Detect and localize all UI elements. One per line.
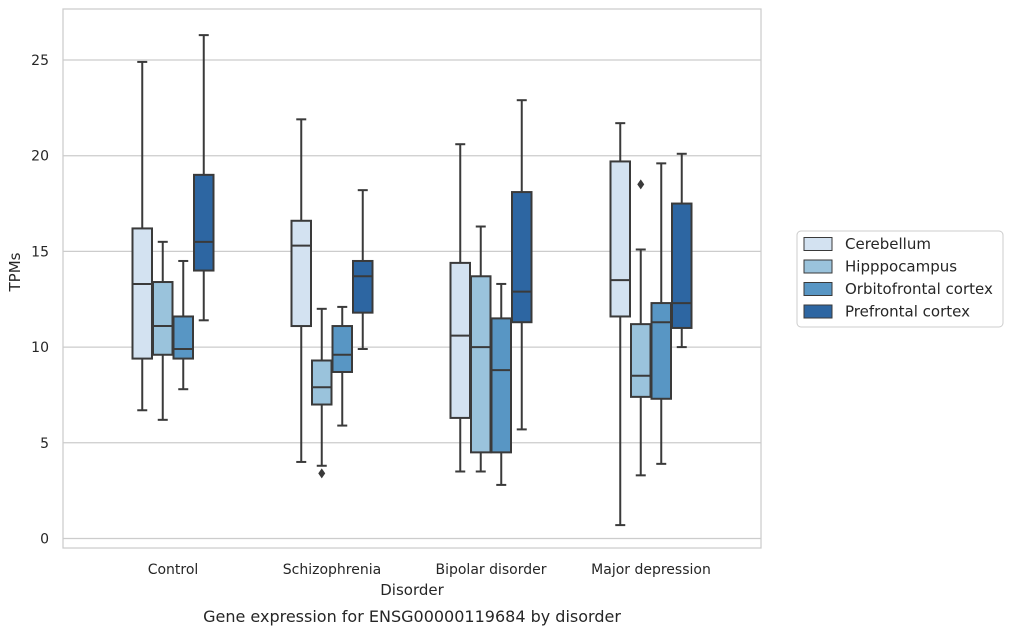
box-iqr xyxy=(630,323,652,398)
y-axis-label: TPMs xyxy=(6,252,24,292)
box-0-1 xyxy=(290,118,312,463)
box-iqr xyxy=(193,173,215,272)
box-0-2 xyxy=(449,143,471,473)
box-3-3 xyxy=(671,152,693,349)
x-tick-label: Schizophrenia xyxy=(283,562,381,578)
y-tick-label: 5 xyxy=(40,436,49,452)
box-2-1 xyxy=(331,305,353,427)
box-0-0 xyxy=(131,60,153,412)
box-iqr xyxy=(131,227,153,360)
box-iqr xyxy=(650,302,672,400)
box-iqr xyxy=(331,325,353,373)
y-axis-ticks: 0 5 10 15 20 25 xyxy=(31,53,49,548)
chart-caption: Gene expression for ENSG00000119684 by d… xyxy=(203,607,621,626)
box-1-1 xyxy=(311,307,333,479)
x-tick-label: Bipolar disorder xyxy=(435,562,546,578)
plot-frame xyxy=(62,8,762,549)
legend: Cerebellum Hipppocampus Orbitofrontal cort… xyxy=(796,230,1004,328)
box-iqr xyxy=(352,259,374,314)
x-tick-label: Control xyxy=(148,562,199,578)
box-1-0 xyxy=(152,240,174,421)
box-iqr xyxy=(152,281,174,356)
y-tick-label: 10 xyxy=(31,340,49,356)
y-tick-label: 15 xyxy=(31,244,49,260)
box-iqr xyxy=(671,202,693,329)
legend-swatch xyxy=(803,237,833,251)
box-iqr xyxy=(511,191,533,324)
box-2-2 xyxy=(490,282,512,486)
box-iqr xyxy=(449,261,471,419)
legend-swatch xyxy=(803,304,833,319)
box-2-0 xyxy=(172,259,194,391)
box-1-3 xyxy=(630,179,652,477)
outlier-point xyxy=(637,179,645,190)
box-iqr xyxy=(490,317,512,454)
legend-label: Hipppocampus xyxy=(845,258,957,276)
y-tick-label: 0 xyxy=(40,532,49,548)
plot-area xyxy=(131,34,693,527)
x-axis-ticks: Control Schizophrenia Bipolar disorder Majo… xyxy=(148,562,711,578)
box-3-1 xyxy=(352,189,374,351)
y-tick-label: 20 xyxy=(31,149,49,165)
box-iqr xyxy=(470,275,492,454)
box-2-3 xyxy=(650,162,672,465)
legend-label: Cerebellum xyxy=(845,235,931,253)
x-tick-label: Major depression xyxy=(591,562,711,578)
x-axis-label: Disorder xyxy=(380,581,444,599)
outlier-point xyxy=(318,468,326,479)
box-iqr xyxy=(290,219,312,328)
box-iqr xyxy=(609,160,631,318)
box-1-2 xyxy=(470,225,492,473)
y-tick-label: 25 xyxy=(31,53,49,69)
legend-label: Orbitofrontal cortex xyxy=(845,280,993,298)
legend-frame xyxy=(796,230,1004,328)
box-3-0 xyxy=(193,34,215,322)
box-iqr xyxy=(311,359,333,406)
box-0-3 xyxy=(609,122,631,527)
legend-label: Prefrontal cortex xyxy=(845,303,970,321)
box-iqr xyxy=(172,315,194,360)
legend-swatch xyxy=(803,282,833,296)
box-3-2 xyxy=(511,99,533,431)
legend-swatch xyxy=(803,259,833,274)
